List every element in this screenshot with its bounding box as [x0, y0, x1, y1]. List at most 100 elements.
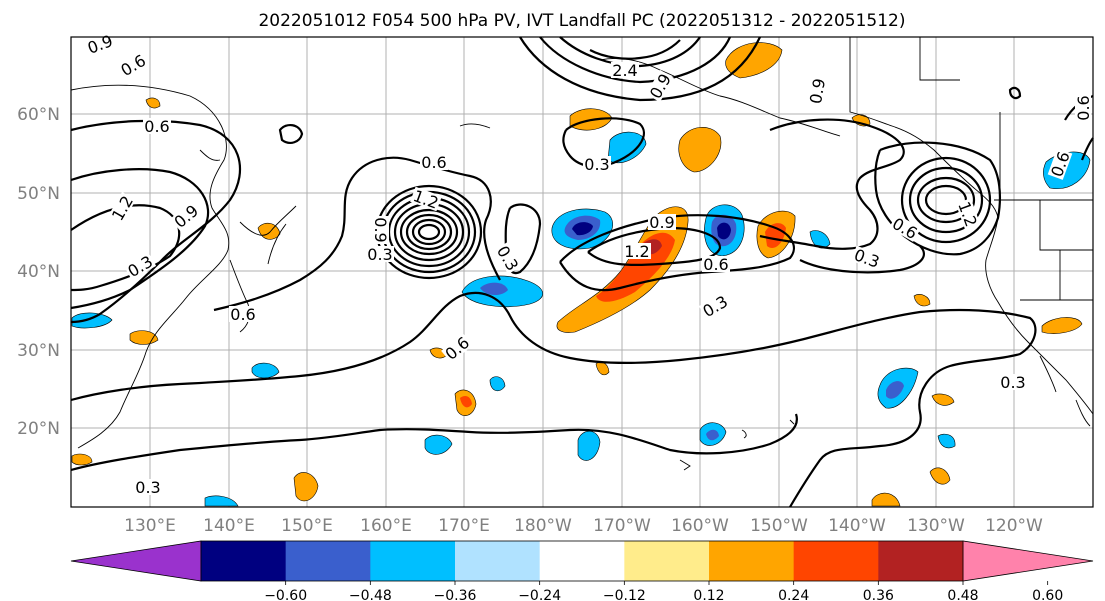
latitude-label: 60°N — [17, 105, 60, 125]
map-panel: 0.90.60.61.2 0.90.30.60.61.20.90.30.60.30… — [70, 31, 1094, 508]
contour-label: 0.3 — [367, 245, 392, 264]
latitude-label: 20°N — [17, 419, 60, 439]
colorbar: −0.60 −0.48 −0.36 −0.24 −0.12 0.12 0.24 0.36 0.4… — [70, 540, 1094, 601]
contour-label: 0.3 — [135, 478, 160, 497]
contour-label-mask — [1075, 94, 1091, 122]
contour-label-mask — [999, 374, 1027, 390]
contour-label: 0.6 — [230, 305, 255, 324]
colorbar-tick-label: 0.60 — [1032, 588, 1063, 601]
colorbar-tick-label: −0.60 — [264, 588, 307, 601]
map-frame — [70, 36, 1094, 508]
contour-label-mask — [698, 292, 732, 320]
colorbar-tick-label: 0.36 — [863, 588, 894, 601]
contour-label-mask — [494, 241, 522, 275]
longitude-label: 170°E — [438, 516, 490, 536]
contour-label-mask — [108, 191, 136, 225]
colorbar-extend-high — [962, 540, 1094, 582]
shaded-field — [71, 42, 1091, 507]
contour-label-mask — [116, 51, 150, 79]
contour-label-mask — [648, 214, 676, 230]
colorbar-tick-label: −0.48 — [349, 588, 392, 601]
colorbar-segment — [793, 541, 879, 581]
colorbar-segment — [878, 541, 964, 581]
colorbar-extend-low — [70, 540, 202, 582]
positive-anomaly — [929, 467, 951, 485]
contour-label-mask — [955, 198, 981, 230]
positive-anomaly — [678, 127, 722, 173]
colorbar-segment — [709, 541, 795, 581]
colorbar-tick-label: −0.24 — [518, 588, 561, 601]
colorbar-tick-label: −0.12 — [603, 588, 646, 601]
positive-anomaly — [71, 453, 93, 466]
contour-label-mask — [888, 214, 922, 242]
negative-anomaly — [424, 434, 453, 455]
negative-anomaly — [204, 495, 239, 507]
contour-label-mask — [143, 118, 171, 134]
colorbar-segment — [624, 541, 710, 581]
contour-label-mask — [702, 256, 730, 272]
contour-label: 0.6 — [1074, 95, 1093, 120]
contour-label: 0.9 — [649, 213, 674, 232]
latitude-label: 50°N — [17, 184, 60, 204]
longitude-labels: 130°E 140°E 150°E 160°E 170°E 180°W 170°W 160°W… — [124, 516, 1043, 536]
negative-anomaly — [809, 230, 831, 249]
contour-label-mask — [583, 156, 611, 172]
negative-anomaly — [489, 376, 506, 392]
contour-label: 2.4 — [612, 61, 637, 80]
negative-anomaly — [251, 362, 280, 379]
latitude-label: 40°N — [17, 262, 60, 282]
contour-label-mask — [611, 62, 639, 78]
contour-label: 0.9 — [371, 217, 390, 242]
figure-title: 2022051012 F054 500 hPa PV, IVT Landfall… — [258, 11, 905, 31]
negative-anomaly — [577, 430, 601, 461]
contour-label-mask — [134, 479, 162, 495]
contour-label: 0.6 — [703, 255, 728, 274]
longitude-label: 130°W — [907, 516, 965, 536]
contour-label: 0.6 — [421, 153, 446, 172]
latitude-labels: 60°N 50°N 40°N 30°N 20°N — [17, 105, 60, 439]
longitude-label: 140°W — [828, 516, 886, 536]
longitude-label: 120°W — [985, 516, 1043, 536]
colorbar-tick-label: −0.36 — [434, 588, 477, 601]
longitude-label: 160°W — [671, 516, 729, 536]
contour-label: 0.3 — [584, 155, 609, 174]
contour-label-mask — [646, 69, 674, 103]
contour-label-mask — [170, 200, 202, 232]
longitude-label: 130°E — [124, 516, 176, 536]
negative-anomaly-core — [572, 222, 593, 236]
contour-label-mask — [623, 243, 651, 259]
colorbar-tick-label: 0.12 — [693, 588, 724, 601]
colorbar-outline — [200, 540, 964, 582]
contour-label-mask — [373, 216, 389, 244]
contour-label-mask — [420, 154, 448, 170]
contour-label: 0.9 — [806, 77, 829, 105]
contour-label-mask — [851, 245, 883, 271]
longitude-label: 150°W — [750, 516, 808, 536]
negative-anomaly — [937, 433, 956, 449]
negative-anomaly-core — [886, 381, 904, 399]
contour-label: 0.6 — [144, 117, 169, 136]
colorbar-tick-label: 0.24 — [778, 588, 809, 601]
longitude-label: 160°E — [360, 516, 412, 536]
positive-anomaly — [725, 42, 783, 79]
pv-contours — [70, 36, 1094, 508]
contour-label-mask — [229, 306, 257, 322]
colorbar-tick-label: 0.48 — [947, 588, 978, 601]
contour-label: 0.3 — [1000, 373, 1025, 392]
contour-label-mask — [1047, 148, 1073, 180]
contour-label: 1.2 — [624, 242, 649, 261]
colorbar-segment — [370, 541, 456, 581]
contour-label-mask — [123, 252, 157, 280]
longitude-label: 180°W — [514, 516, 572, 536]
positive-anomaly — [931, 393, 955, 406]
contour-label-mask — [441, 332, 473, 364]
positive-anomaly — [913, 294, 931, 307]
contour-label-mask — [366, 246, 394, 262]
longitude-label: 150°E — [281, 516, 333, 536]
positive-anomaly — [1041, 317, 1083, 334]
positive-anomaly — [145, 97, 161, 109]
colorbar-segment — [285, 541, 371, 581]
contour-label-mask — [84, 31, 116, 57]
negative-anomaly-core — [480, 282, 508, 296]
